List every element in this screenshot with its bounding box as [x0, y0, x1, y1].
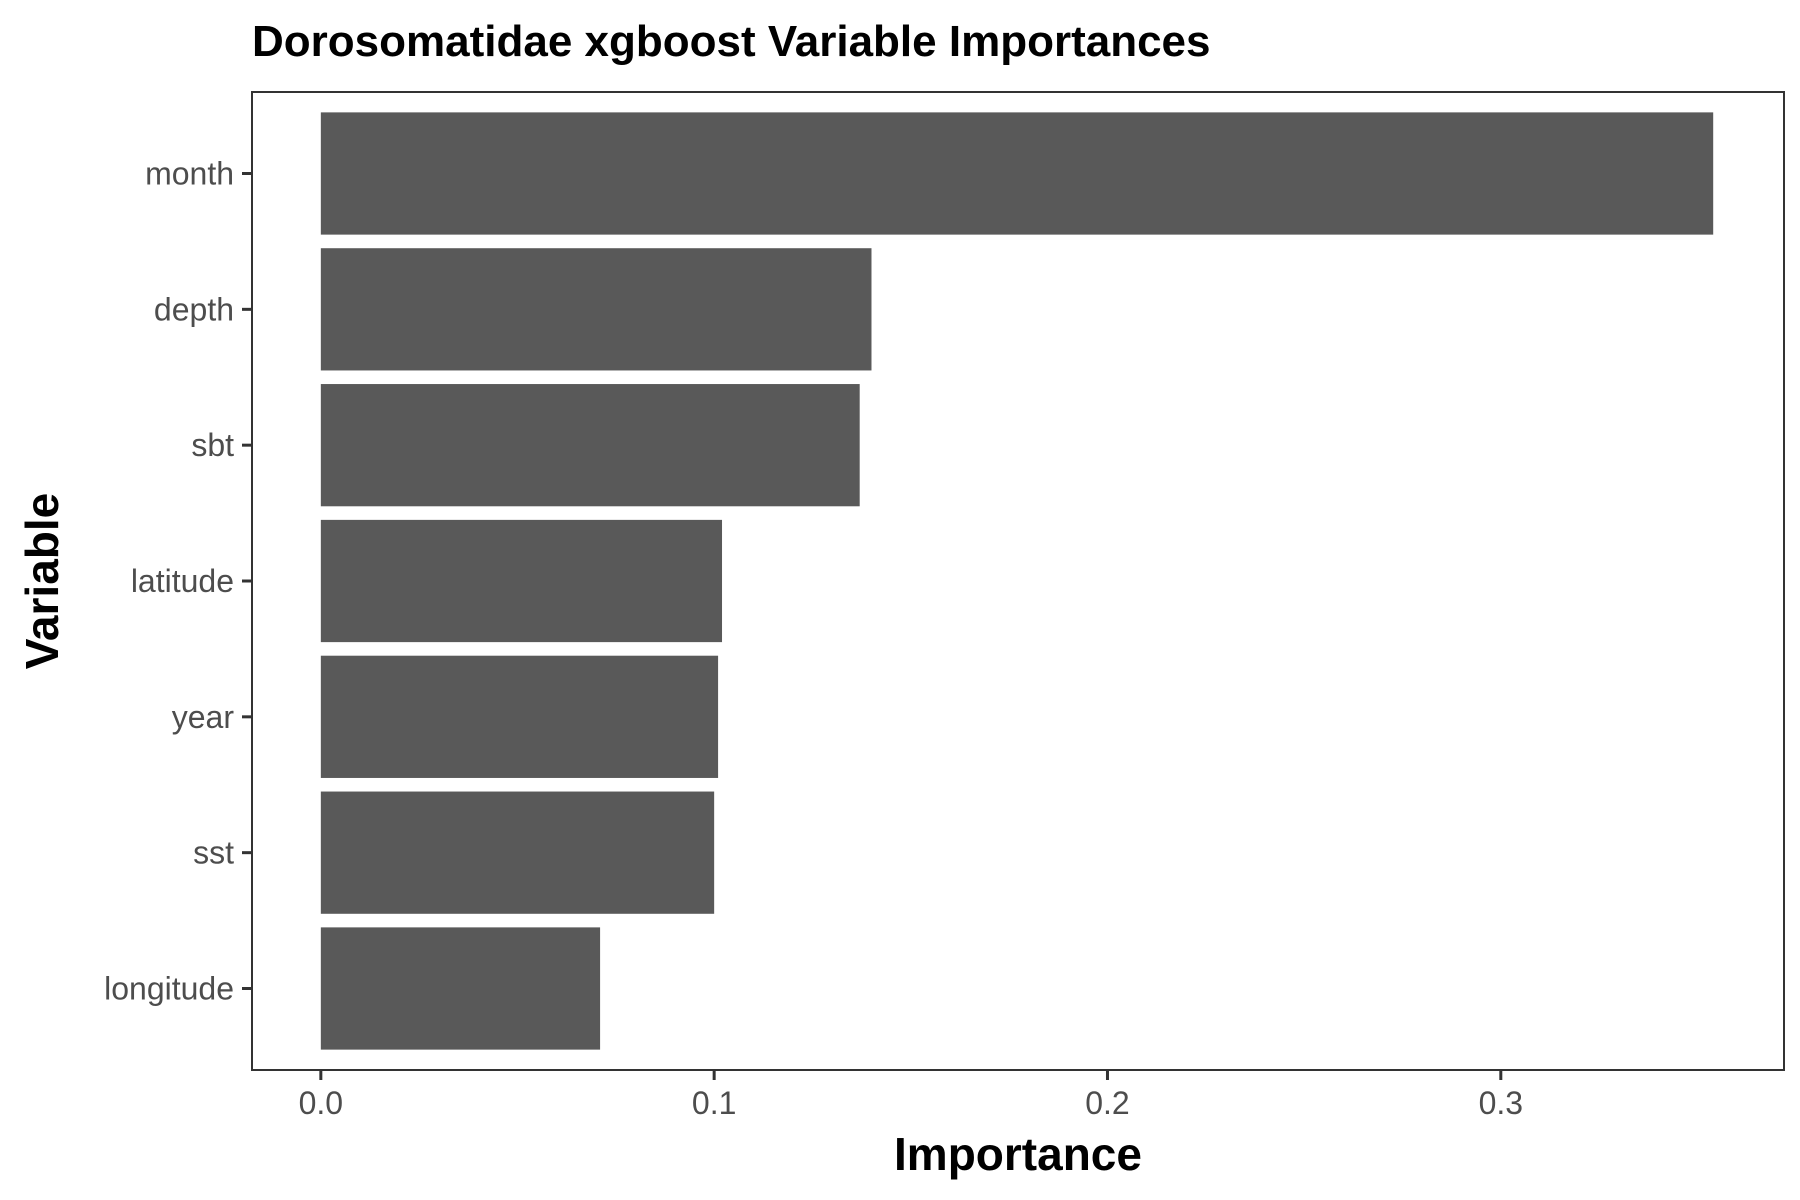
y-tick-label-longitude: longitude: [104, 971, 234, 1007]
bars-group: [320, 112, 1714, 1050]
x-axis-title: Importance: [894, 1128, 1142, 1180]
bar-sst: [320, 791, 715, 914]
y-axis: month depth sbt latitude year sst longitude: [104, 156, 252, 1007]
bar-depth: [320, 248, 872, 371]
bar-month: [320, 112, 1714, 235]
y-tick-label-sst: sst: [193, 835, 234, 871]
y-tick-label-latitude: latitude: [131, 563, 234, 599]
y-tick-label-year: year: [172, 699, 235, 735]
x-axis: 0.0 0.1 0.2 0.3: [299, 1070, 1523, 1121]
bar-sbt: [320, 384, 860, 507]
bar-latitude: [320, 519, 723, 643]
y-tick-label-sbt: sbt: [191, 427, 234, 463]
y-tick-label-depth: depth: [154, 291, 234, 327]
x-tick-label-0: 0.0: [299, 1085, 343, 1121]
bar-longitude: [320, 927, 601, 1050]
y-tick-label-month: month: [145, 156, 234, 192]
x-tick-label-1: 0.1: [692, 1085, 736, 1121]
x-tick-label-2: 0.2: [1085, 1085, 1129, 1121]
bar-year: [320, 655, 719, 778]
chart-title: Dorosomatidae xgboost Variable Importanc…: [252, 17, 1210, 66]
x-tick-label-3: 0.3: [1479, 1085, 1523, 1121]
y-axis-title: Variable: [16, 493, 68, 669]
